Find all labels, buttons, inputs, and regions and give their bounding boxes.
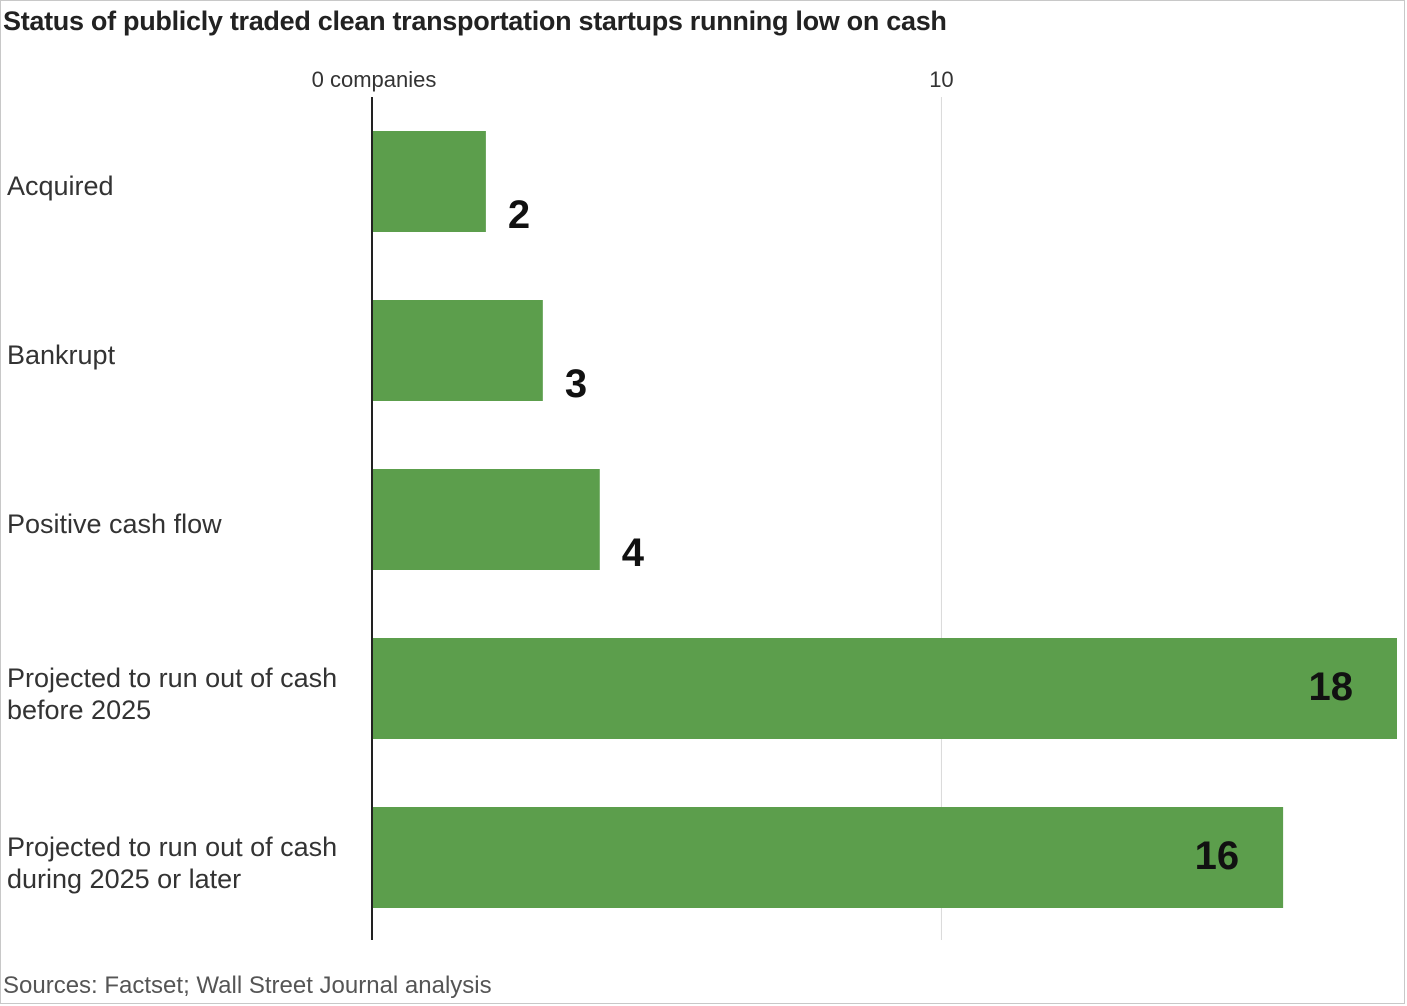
category-label: during 2025 or later [7, 864, 241, 894]
x-tick-label: 0 companies [312, 67, 437, 92]
bar-value-label: 2 [508, 193, 530, 237]
bar-value-label: 3 [565, 362, 587, 406]
chart-title: Status of publicly traded clean transpor… [3, 6, 947, 36]
category-label: Projected to run out of cash [7, 663, 337, 693]
bar [372, 638, 1397, 739]
chart-source: Sources: Factset; Wall Street Journal an… [3, 972, 492, 999]
category-label: Projected to run out of cash [7, 832, 337, 862]
bar-value-label: 4 [622, 531, 645, 575]
bar [372, 131, 486, 232]
category-label: before 2025 [7, 695, 151, 725]
category-label: Positive cash flow [7, 509, 222, 539]
bar-value-label: 18 [1309, 665, 1354, 709]
bar [372, 300, 543, 401]
x-tick-label: 10 [929, 67, 953, 92]
bar [372, 469, 600, 570]
category-label: Bankrupt [7, 340, 116, 370]
bar-value-label: 16 [1195, 834, 1240, 878]
bar [372, 807, 1284, 908]
category-label: Acquired [7, 171, 114, 201]
